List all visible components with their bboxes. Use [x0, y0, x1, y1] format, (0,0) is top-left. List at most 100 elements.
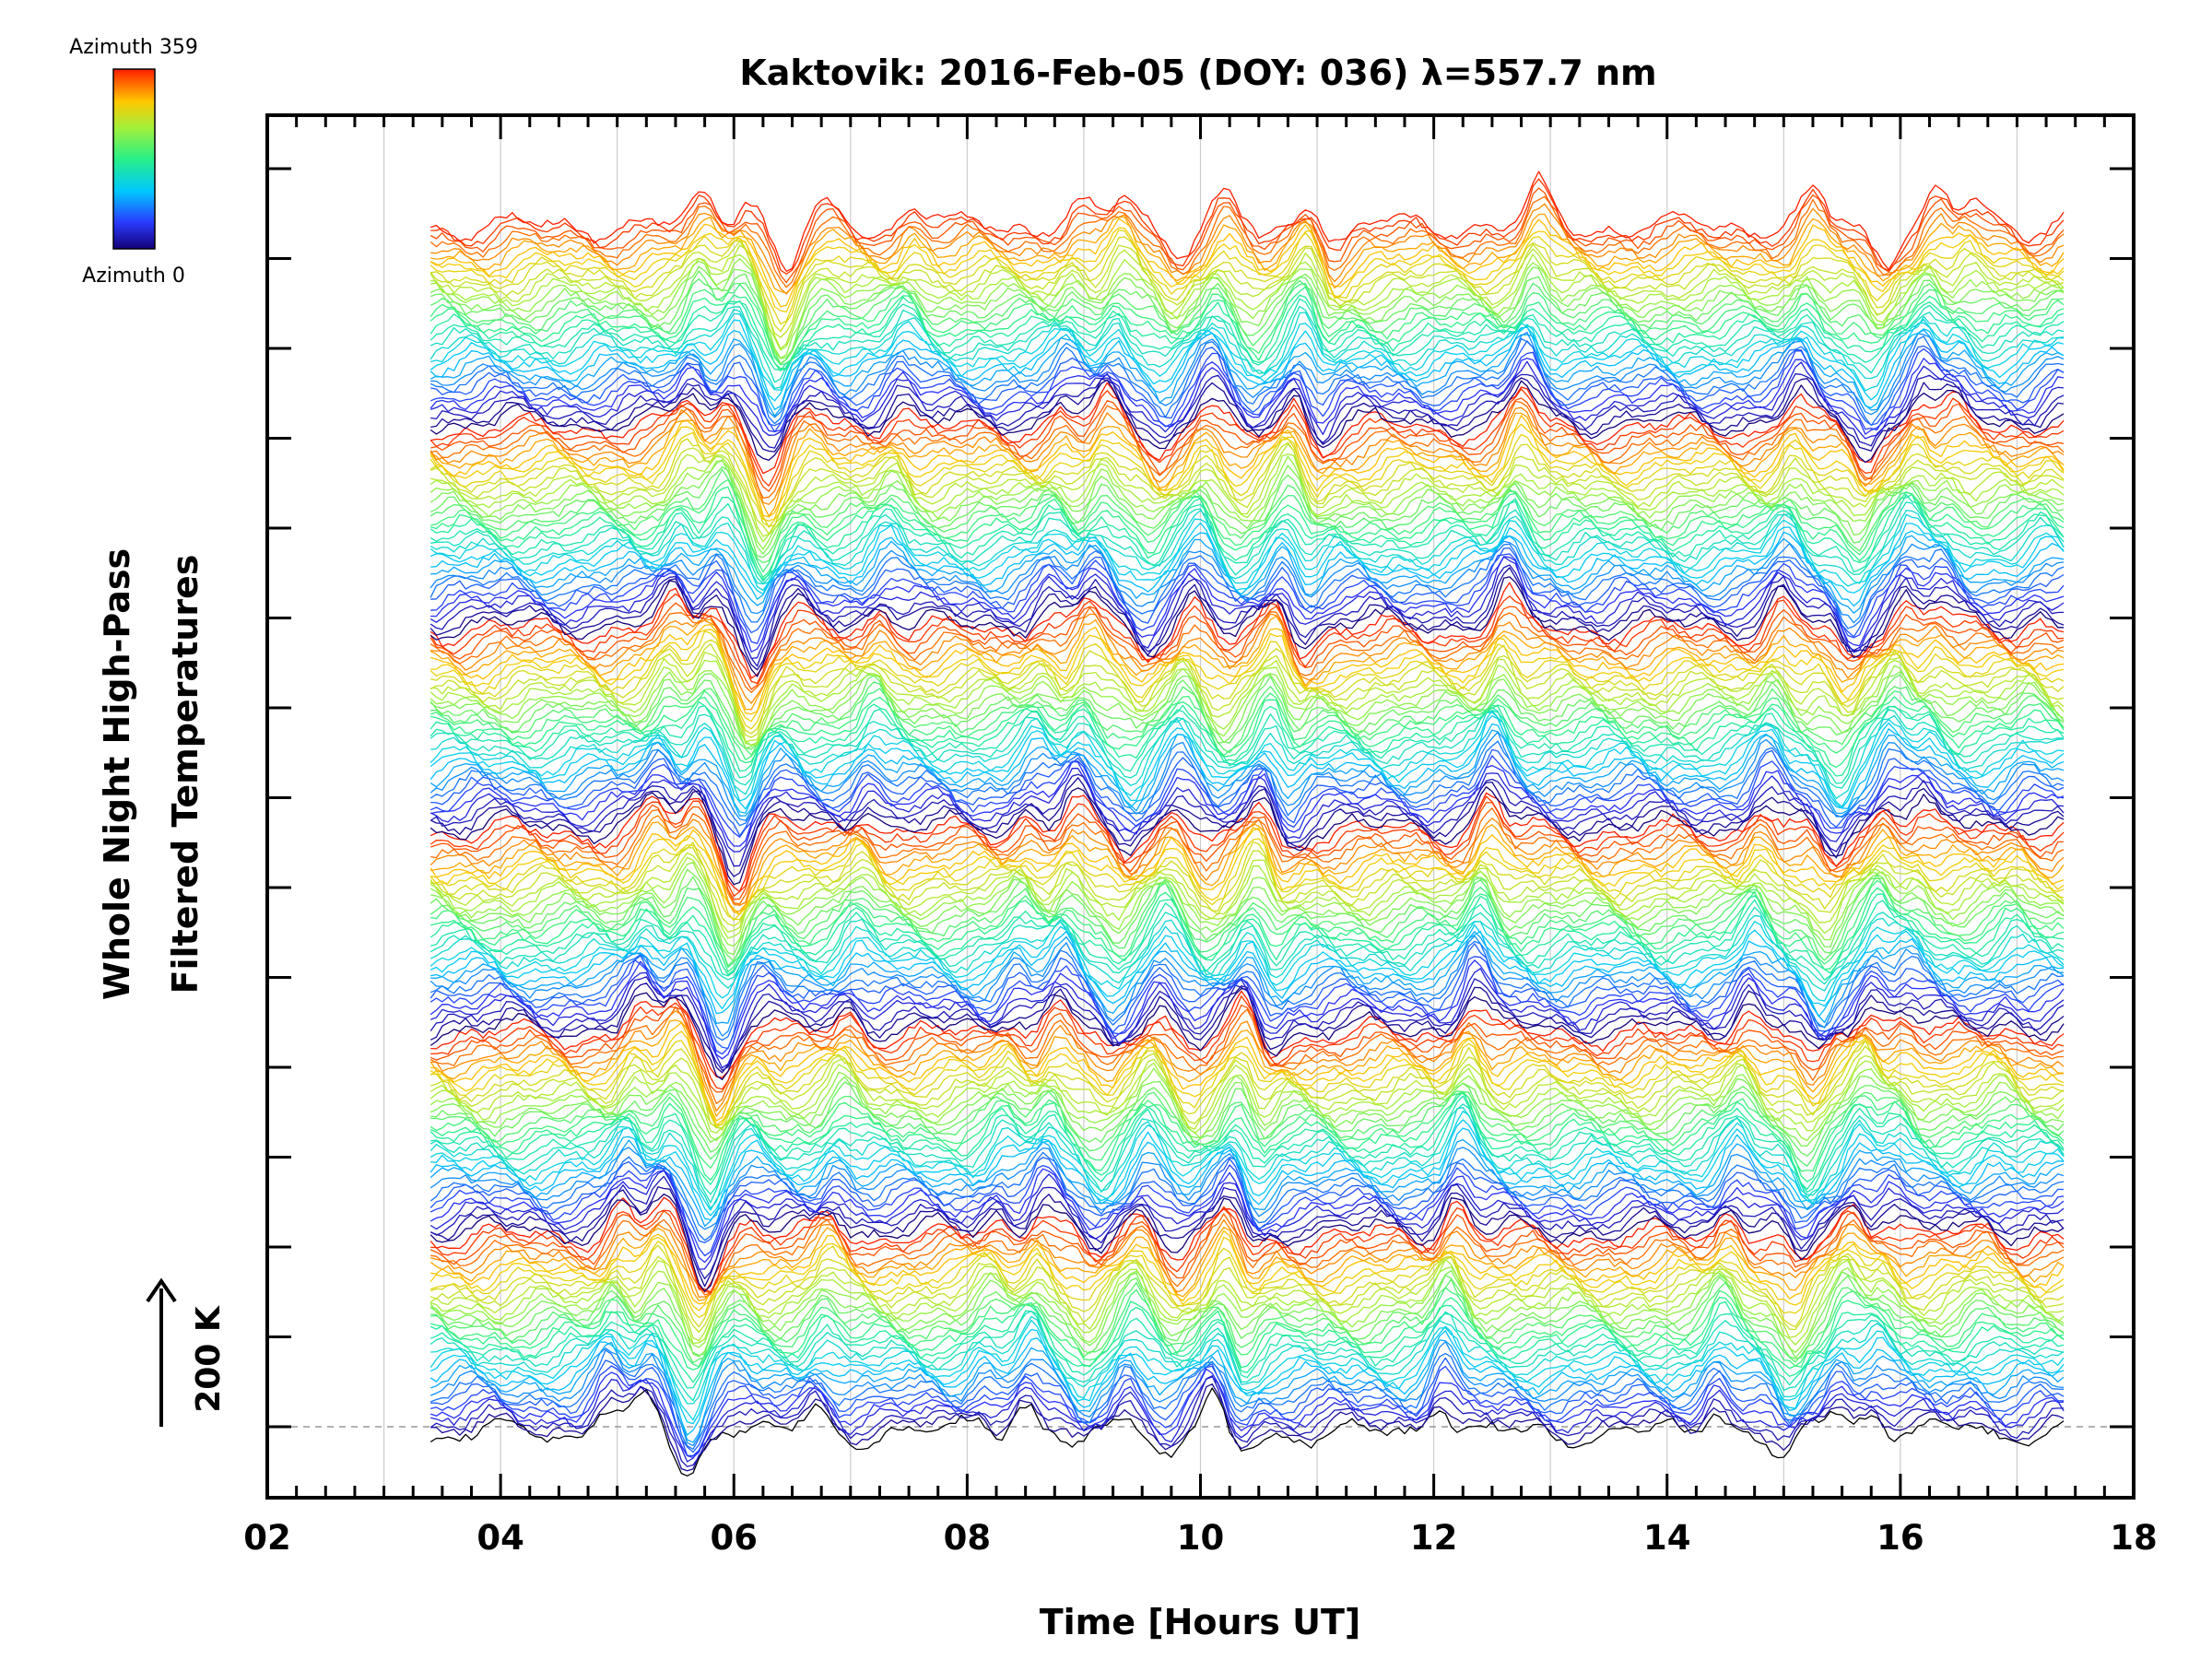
series-line — [429, 1138, 2065, 1228]
x-axis-title: Time [Hours UT] — [1040, 1602, 1361, 1642]
series-line — [429, 1339, 2065, 1443]
series-line — [429, 171, 2065, 272]
series-line — [430, 501, 2065, 584]
series-line — [429, 1054, 2065, 1130]
series-line — [429, 956, 2065, 1055]
series-line — [429, 940, 2065, 1041]
x-tick-label: 08 — [944, 1518, 992, 1558]
series-line — [429, 1005, 2065, 1093]
series-line — [430, 443, 2065, 537]
series-line — [429, 943, 2065, 1050]
series-line — [429, 453, 2065, 543]
series-line — [429, 543, 2065, 629]
series-line — [429, 602, 2065, 690]
series-line — [429, 1310, 2065, 1402]
series-line — [430, 178, 2065, 275]
series-line — [430, 1278, 2065, 1364]
series-line — [430, 1297, 2065, 1371]
series-line — [429, 522, 2065, 595]
series-line — [430, 613, 2065, 704]
series-line — [430, 1365, 2065, 1457]
series-line — [429, 278, 2065, 365]
series-line — [429, 347, 2065, 433]
series-line — [429, 244, 2065, 349]
series-line — [429, 827, 2065, 915]
series-line — [430, 486, 2065, 579]
series-line — [429, 777, 2065, 877]
series-line — [430, 760, 2065, 847]
series-line — [430, 360, 2065, 440]
series-line — [429, 921, 2065, 1002]
series-line — [429, 1258, 2065, 1346]
series-line — [429, 643, 2065, 738]
series-line — [429, 876, 2065, 962]
series-line — [429, 431, 2065, 528]
series-line — [430, 1040, 2065, 1128]
series-line — [430, 802, 2065, 900]
series-line — [429, 1300, 2065, 1383]
series-line — [429, 1255, 2065, 1342]
series-line — [429, 674, 2065, 750]
x-tick-label: 10 — [1177, 1518, 1225, 1558]
series-line — [429, 1310, 2065, 1389]
series-line — [429, 187, 2065, 284]
scale-arrow-head — [146, 1277, 177, 1303]
series-line — [429, 329, 2065, 417]
x-tick-label: 06 — [711, 1518, 759, 1558]
series-line — [429, 852, 2065, 933]
series-line — [429, 1175, 2065, 1280]
series-line — [429, 335, 2065, 427]
series-line — [429, 415, 2065, 518]
series-line — [430, 547, 2065, 638]
legend-top-label: Azimuth 359 — [69, 36, 198, 59]
series-line — [429, 1090, 2065, 1191]
series-line — [429, 700, 2065, 777]
series-line — [429, 229, 2065, 325]
y-axis-title-line2: Filtered Temperatures — [165, 555, 206, 994]
series-line — [430, 1010, 2065, 1112]
series-line — [430, 236, 2065, 333]
series-line — [430, 931, 2065, 1025]
series-line — [429, 715, 2065, 810]
series-line — [429, 438, 2065, 527]
series-line — [429, 325, 2065, 410]
series-line — [429, 740, 2065, 827]
series-line — [429, 671, 2065, 749]
series-line — [429, 540, 2065, 624]
series-line — [429, 768, 2065, 853]
colorbar — [112, 68, 156, 250]
series-line — [430, 629, 2065, 723]
series-line — [429, 924, 2065, 1010]
series-line — [429, 982, 2065, 1074]
series-line — [430, 258, 2065, 359]
y-axis-title-line1: Whole Night High-Pass — [97, 548, 137, 1000]
series-line — [430, 821, 2065, 913]
series-line — [429, 841, 2065, 921]
series-line — [429, 513, 2065, 592]
series-line — [430, 1315, 2065, 1405]
series-line — [430, 868, 2065, 956]
series-line — [429, 1067, 2065, 1142]
series-line — [430, 652, 2065, 743]
series-line — [429, 659, 2065, 746]
chart-title: Kaktovik: 2016-Feb-05 (DOY: 036) λ=557.7… — [739, 53, 1656, 93]
series-line — [429, 1147, 2065, 1230]
x-tick-label: 16 — [1877, 1518, 1924, 1558]
series-line — [429, 441, 2065, 535]
series-line — [429, 388, 2065, 487]
x-tick-label: 02 — [243, 1518, 291, 1558]
series-line — [429, 1060, 2065, 1135]
series-line — [430, 213, 2065, 294]
series-line — [429, 976, 2065, 1071]
series-line — [429, 1375, 2065, 1467]
series-line — [430, 623, 2065, 715]
series-line — [429, 1325, 2065, 1425]
series-line — [430, 1119, 2065, 1217]
series-line — [429, 630, 2065, 730]
series-line — [430, 681, 2065, 756]
series-line — [429, 298, 2065, 371]
series-line — [429, 423, 2065, 522]
series-line — [430, 827, 2065, 915]
series-line — [430, 1090, 2065, 1167]
